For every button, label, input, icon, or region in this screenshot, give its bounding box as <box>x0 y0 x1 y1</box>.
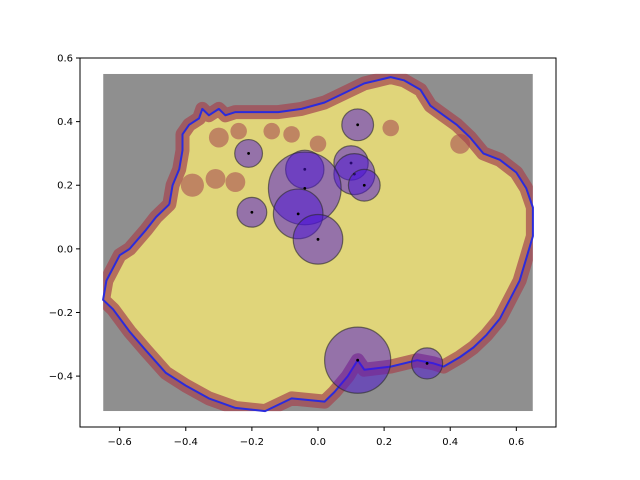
stain-patch <box>225 172 246 192</box>
circle-marker <box>236 196 268 228</box>
circle-center-1 <box>356 123 360 127</box>
circle-marker <box>347 168 381 202</box>
stain-patch <box>283 126 300 143</box>
y-tick-label: 0.2 <box>57 181 73 192</box>
stain-patch <box>208 127 229 148</box>
y-tick-label: −0.4 <box>49 372 73 383</box>
x-tick-label: −0.2 <box>240 437 264 448</box>
y-tick-label: 0.4 <box>57 117 73 128</box>
x-tick-label: −0.4 <box>174 437 198 448</box>
y-tick-label: 0.6 <box>57 54 73 65</box>
y-tick-label: −0.2 <box>49 308 73 319</box>
circle-marker <box>341 108 375 142</box>
outline-path <box>102 76 534 413</box>
y-tick-label: 0.0 <box>57 244 73 255</box>
x-tick-label: 0.0 <box>310 437 326 448</box>
stain-patch <box>230 122 247 140</box>
circle-center-8 <box>250 210 254 214</box>
circle-center-7 <box>303 187 307 190</box>
x-tick-label: 0.2 <box>376 437 392 448</box>
circle-center-10 <box>316 237 320 241</box>
x-tick-label: 0.6 <box>508 437 524 448</box>
circle-center-6 <box>362 183 366 187</box>
circle-marker <box>234 138 264 168</box>
circle-layer <box>234 108 444 394</box>
circle-center-2 <box>247 152 250 155</box>
stain-patch <box>263 122 280 140</box>
circle-center-9 <box>296 212 300 216</box>
stain-patch <box>180 173 204 197</box>
stain-patch <box>309 135 327 153</box>
circle-center-11 <box>356 358 360 362</box>
stain-patch <box>205 168 226 189</box>
x-tick-label: −0.6 <box>108 437 132 448</box>
circle-marker <box>410 347 444 380</box>
circle-center-12 <box>425 361 429 365</box>
stain-patch <box>450 133 471 154</box>
outline-layer <box>102 76 534 413</box>
x-tick-label: 0.4 <box>442 437 458 448</box>
circle-marker <box>292 213 344 265</box>
stain-patch <box>382 119 399 137</box>
circle-marker <box>324 326 392 394</box>
x-axis: −0.6 −0.4 −0.2 0.0 0.2 0.4 0.6 <box>108 427 524 448</box>
y-axis: −0.4 −0.2 0.0 0.2 0.4 0.6 <box>49 54 80 383</box>
